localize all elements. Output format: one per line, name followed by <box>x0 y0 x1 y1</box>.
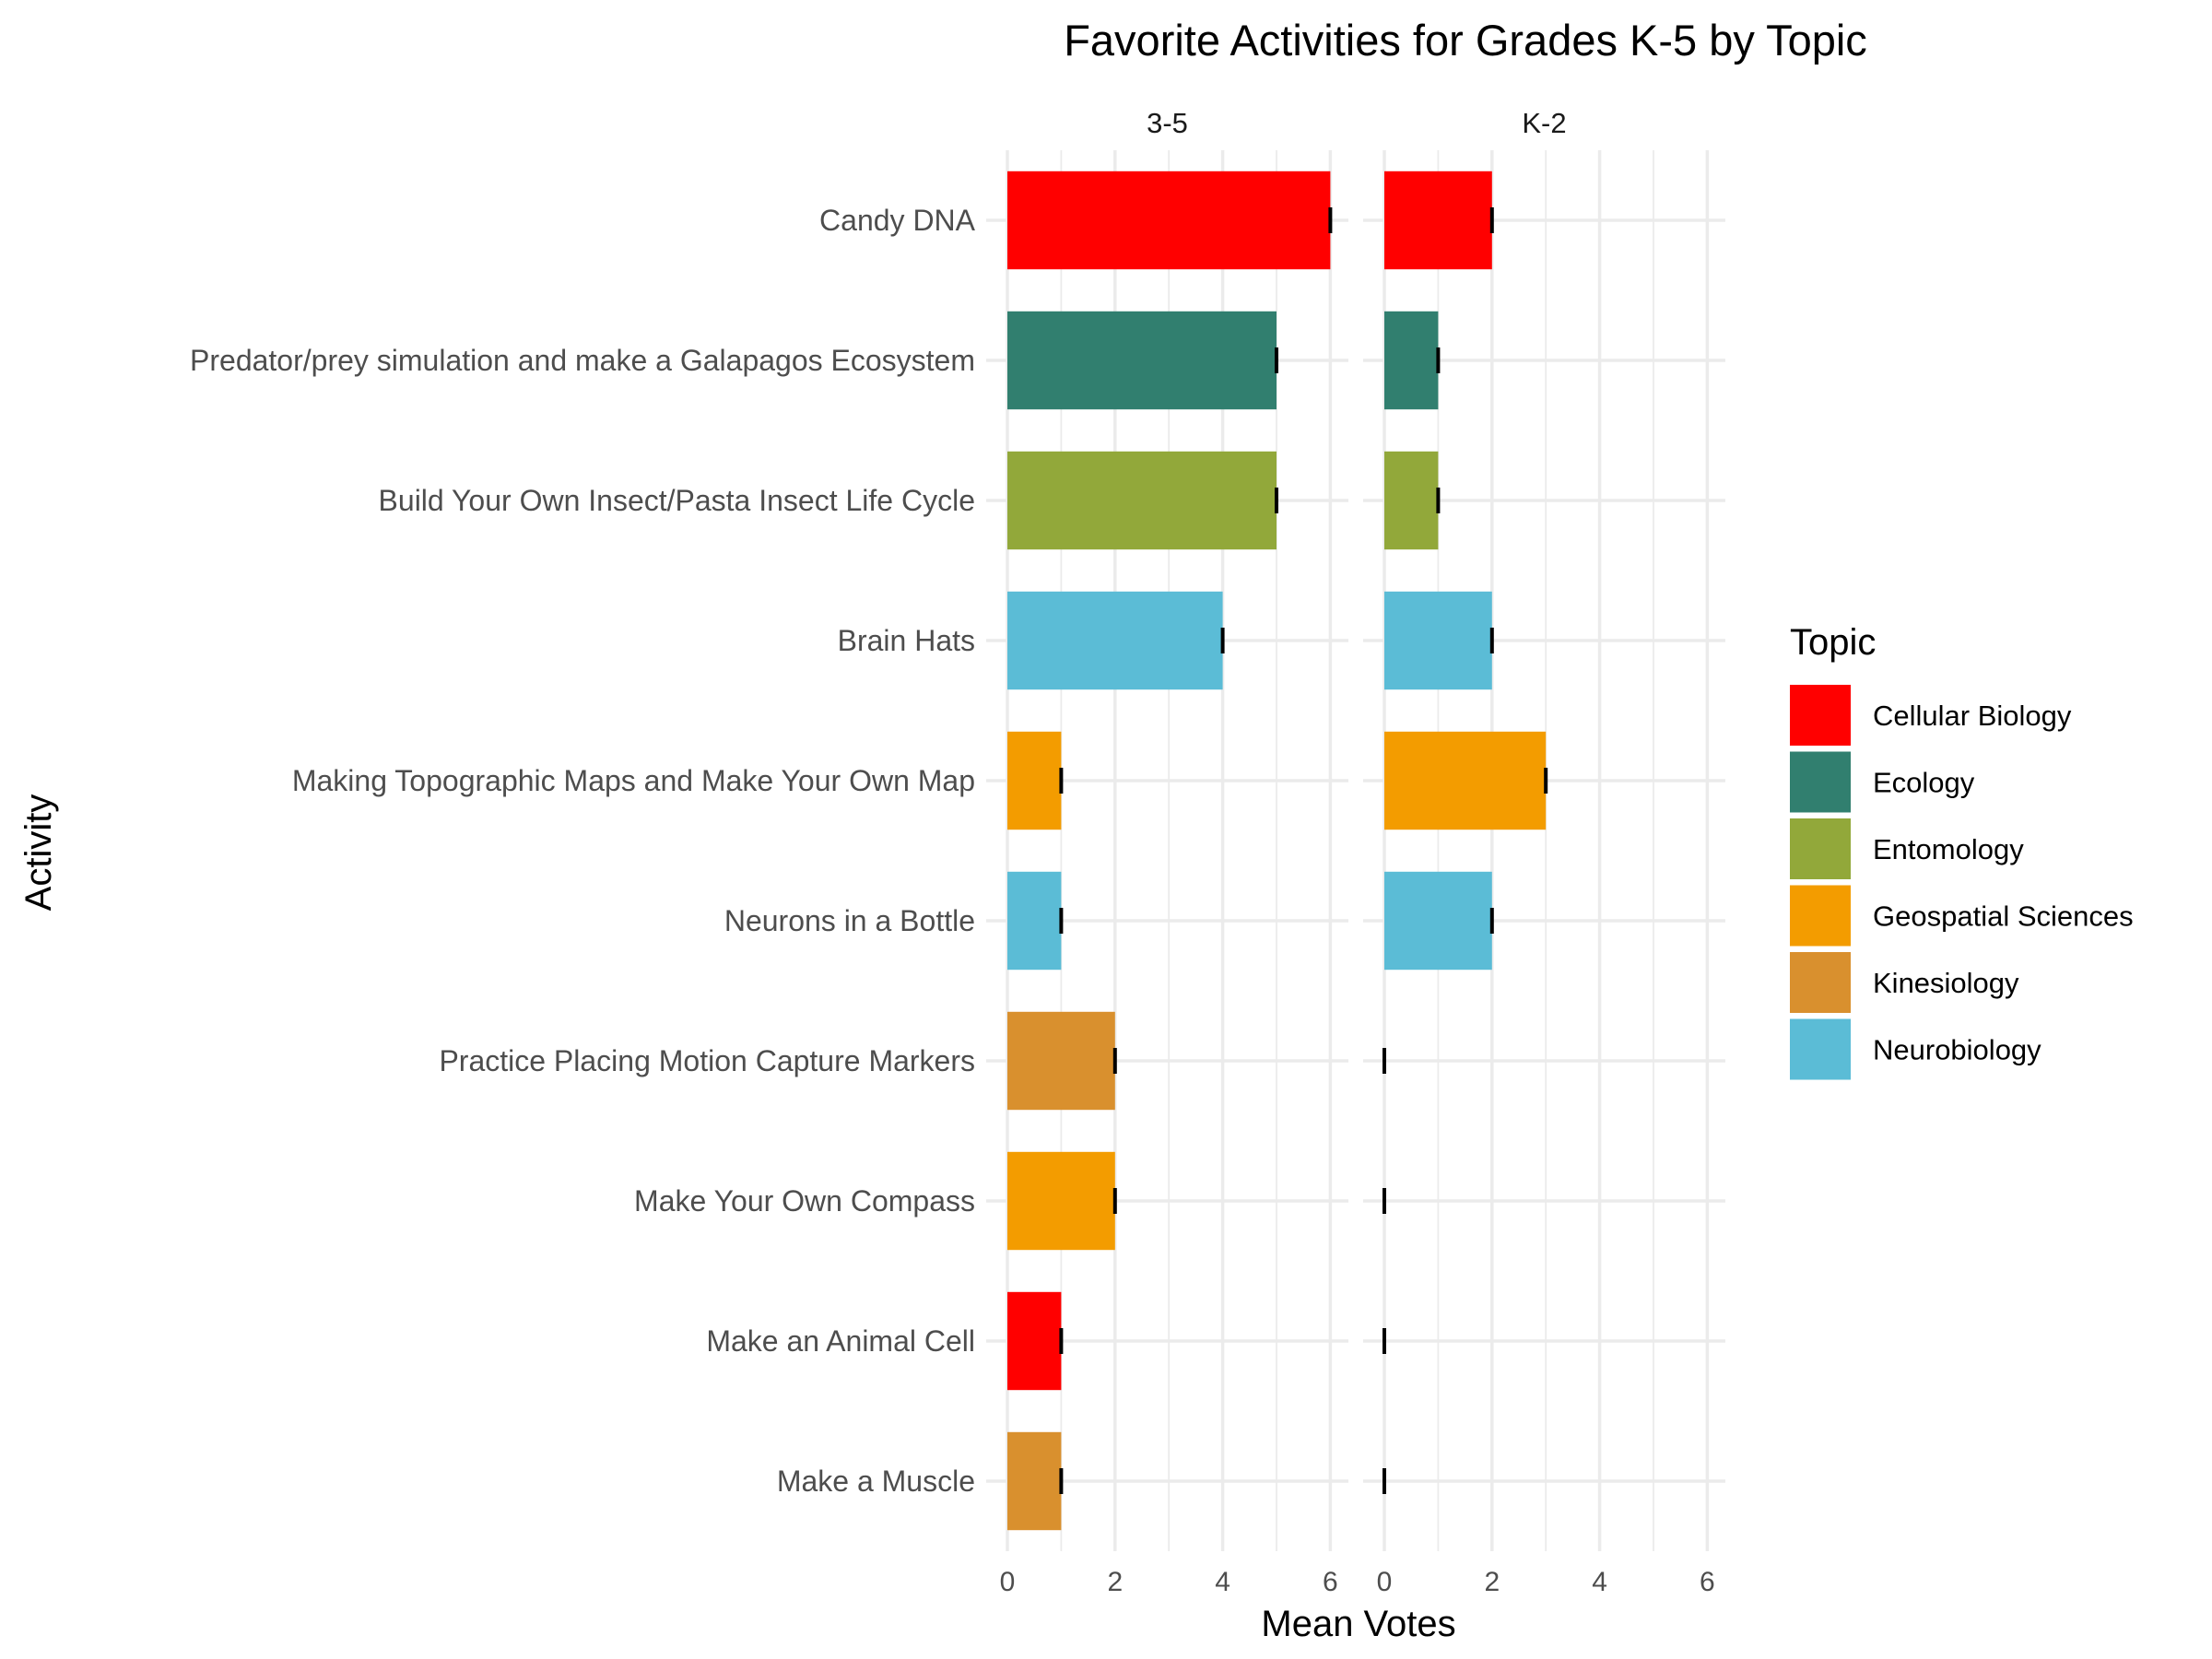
bar <box>1384 171 1492 270</box>
legend-key <box>1790 1018 1851 1080</box>
legend-key <box>1790 751 1851 813</box>
y-axis: Candy DNA Predator/prey simulation and ma… <box>190 204 976 1498</box>
legend-label: Ecology <box>1873 767 1975 799</box>
legend-key <box>1790 685 1851 746</box>
bar <box>1384 591 1492 690</box>
facet-panel: K-2 0 2 4 6 <box>1363 107 1725 1597</box>
panels: 3-5 0 2 4 6 K-2 0 2 4 6 <box>986 107 1725 1597</box>
facet-panel: 3-5 0 2 4 6 <box>986 107 1348 1597</box>
bar <box>1007 591 1223 690</box>
y-tick-label: Predator/prey simulation and make a Gala… <box>190 344 975 377</box>
x-tick-label: 4 <box>1592 1567 1607 1597</box>
bar <box>1007 1011 1115 1111</box>
bar <box>1007 451 1277 550</box>
bar <box>1007 311 1277 410</box>
bar <box>1007 871 1062 971</box>
facet-label: 3-5 <box>1147 107 1188 139</box>
legend-label: Geospatial Sciences <box>1873 900 2134 933</box>
y-tick-label: Brain Hats <box>838 624 975 657</box>
legend-label: Kinesiology <box>1873 967 2019 999</box>
bar <box>1007 1151 1115 1251</box>
y-tick-label: Making Topographic Maps and Make Your Ow… <box>292 764 975 797</box>
bar <box>1007 731 1062 830</box>
bar <box>1384 731 1547 830</box>
y-axis-title: Activity <box>18 794 59 912</box>
legend-title: Topic <box>1790 622 1876 663</box>
bar <box>1384 451 1439 550</box>
y-tick-label: Build Your Own Insect/Pasta Insect Life … <box>379 484 975 517</box>
bar <box>1384 311 1439 410</box>
bar <box>1007 171 1331 270</box>
chart-title: Favorite Activities for Grades K-5 by To… <box>1064 16 1867 65</box>
legend-label: Cellular Biology <box>1873 700 2072 732</box>
x-tick-label: 4 <box>1215 1567 1230 1597</box>
facet-label: K-2 <box>1522 107 1566 139</box>
x-tick-label: 0 <box>1377 1567 1393 1597</box>
legend-label: Entomology <box>1873 833 2024 865</box>
x-axis-title: Mean Votes <box>1261 1604 1455 1644</box>
y-tick-label: Neurons in a Bottle <box>724 904 975 937</box>
x-tick-label: 6 <box>1323 1567 1338 1597</box>
y-tick-label: Practice Placing Motion Capture Markers <box>439 1044 975 1077</box>
x-tick-label: 0 <box>1000 1567 1016 1597</box>
x-tick-label: 2 <box>1107 1567 1123 1597</box>
bar <box>1007 1291 1062 1391</box>
y-tick-label: Candy DNA <box>819 204 976 237</box>
y-tick-label: Make an Animal Cell <box>706 1324 975 1358</box>
y-tick-label: Make a Muscle <box>777 1465 975 1498</box>
legend-key <box>1790 885 1851 947</box>
legend: Topic Cellular Biology Ecology Entomology G… <box>1790 622 2134 1080</box>
x-tick-label: 2 <box>1484 1567 1500 1597</box>
legend-key <box>1790 818 1851 879</box>
bar <box>1384 871 1492 971</box>
legend-key <box>1790 952 1851 1013</box>
y-tick-label: Make Your Own Compass <box>634 1184 975 1218</box>
legend-label: Neurobiology <box>1873 1034 2041 1066</box>
x-tick-label: 6 <box>1700 1567 1715 1597</box>
bar <box>1007 1431 1062 1531</box>
